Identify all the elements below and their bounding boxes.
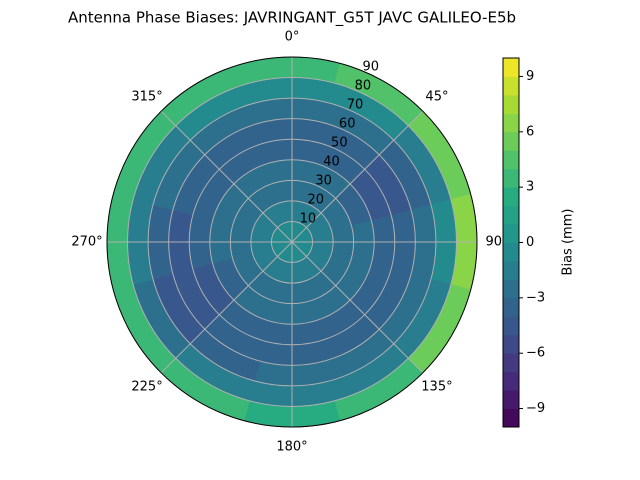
r-tick-label: 20 (307, 193, 324, 208)
grid-spoke (291, 110, 424, 243)
theta-tick-label: 315° (131, 90, 162, 105)
r-tick-label: 70 (347, 98, 364, 113)
r-tick-label: 80 (355, 79, 372, 94)
r-tick-label: 30 (315, 174, 332, 189)
colorbar-band (503, 408, 519, 428)
colorbar-tick-label: 0 (526, 235, 534, 250)
colorbar-tick-label: 6 (526, 124, 534, 139)
colorbar-band (503, 224, 519, 243)
colorbar-band (503, 390, 519, 410)
r-tick-label: 10 (300, 212, 317, 227)
grid-spoke (291, 241, 424, 374)
chart-title: Antenna Phase Biases: JAVRINGANT_G5T JAV… (68, 9, 516, 28)
colorbar-tick-label: −6 (526, 346, 545, 361)
colorbar-band (503, 150, 519, 170)
r-tick-label: 50 (331, 136, 348, 151)
theta-tick-label: 180° (276, 440, 307, 455)
theta-tick-label: 135° (421, 379, 452, 394)
colorbar-tick-label: 3 (526, 180, 534, 195)
polar-frame (106, 56, 478, 428)
colorbar-band (503, 371, 519, 391)
colorbar-band (503, 205, 519, 225)
colorbar-tick-label: −3 (526, 290, 545, 305)
colorbar-tick-label: −9 (526, 401, 545, 416)
colorbar-band (503, 353, 519, 373)
colorbar-band (503, 334, 519, 354)
colorbar-band (503, 168, 519, 188)
colorbar-band (503, 297, 519, 317)
colorbar-band (503, 131, 519, 151)
theta-tick-label: 270° (71, 235, 102, 250)
colorbar-band (503, 94, 519, 114)
r-tick-label: 60 (339, 117, 356, 132)
grid-spoke (160, 241, 293, 374)
colorbar-band (503, 113, 519, 133)
colorbar-band (503, 242, 519, 262)
theta-tick-label: 225° (131, 379, 162, 394)
colorbar-band (503, 58, 519, 77)
grid-spoke (160, 110, 293, 243)
colorbar-tick-label: 9 (526, 69, 534, 84)
colorbar-label: Bias (mm) (561, 209, 576, 276)
colorbar-band (503, 260, 519, 280)
r-tick-label: 90 (363, 60, 380, 75)
colorbar-band (503, 187, 519, 207)
theta-tick-label: 0° (285, 30, 300, 45)
colorbar-band (503, 279, 519, 299)
theta-tick-label: 45° (425, 90, 448, 105)
colorbar-band (503, 316, 519, 336)
colorbar-band (503, 76, 519, 96)
r-tick-label: 40 (323, 155, 340, 170)
